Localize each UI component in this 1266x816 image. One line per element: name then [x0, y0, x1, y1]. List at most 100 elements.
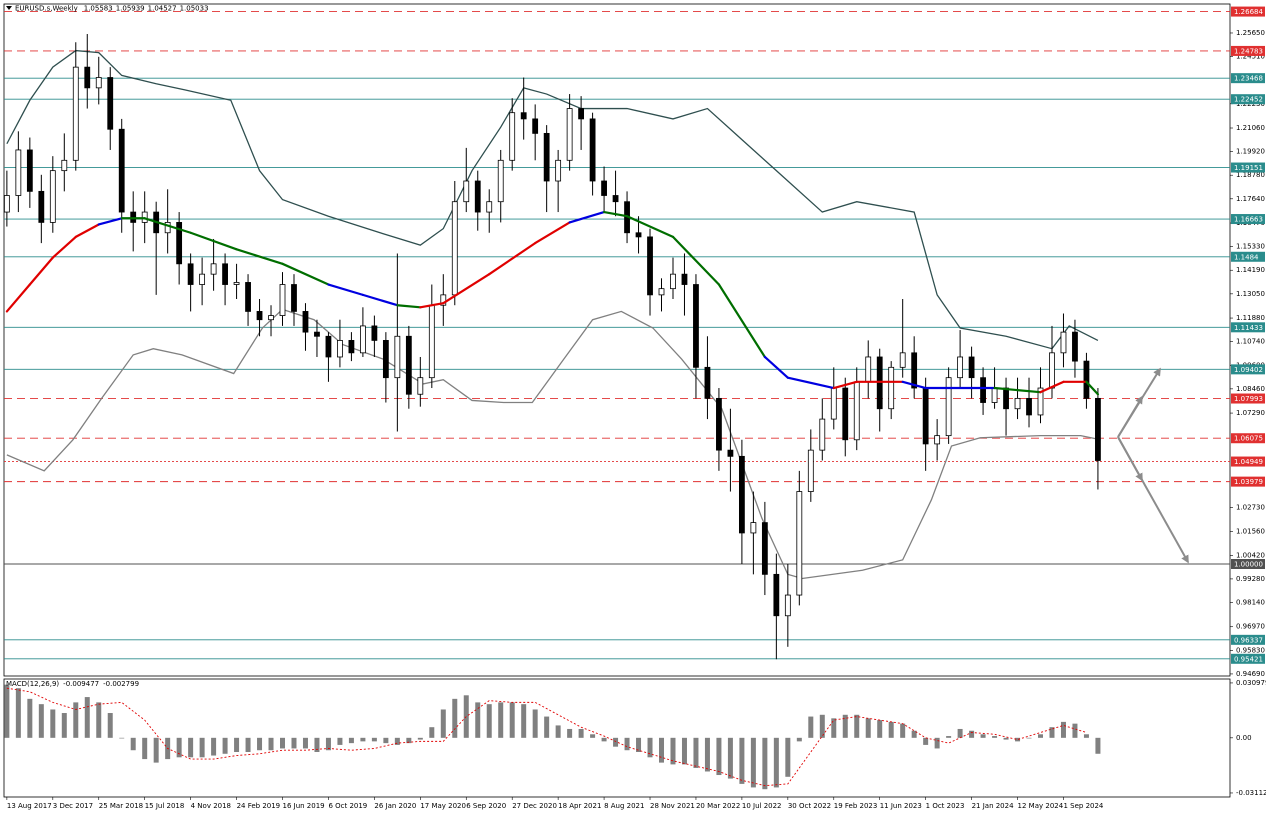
macd-bar: [578, 728, 584, 738]
y-tick-label: 1.10740: [1236, 338, 1265, 346]
y-tick-label: 1.25650: [1236, 29, 1265, 37]
macd-bar: [371, 737, 377, 742]
macd-bar: [567, 728, 573, 738]
macd-bar: [854, 714, 860, 738]
macd-bar: [739, 737, 745, 784]
price-panel: [3, 3, 1231, 677]
moving-average: [901, 380, 927, 390]
level-tag: [1231, 6, 1265, 17]
x-tick-label: 15 Jul 2018: [145, 802, 185, 810]
candle-body: [1003, 387, 1009, 410]
x-tick-label: 10 Jul 2022: [742, 802, 782, 810]
macd-bar: [406, 737, 412, 744]
macd-bar: [532, 709, 538, 738]
candle-body: [84, 66, 91, 89]
macd-bar: [1060, 721, 1066, 738]
candle-body: [291, 284, 297, 312]
macd-bar: [142, 737, 148, 760]
macd-bar: [946, 736, 952, 738]
candle-body: [302, 311, 309, 333]
candle-body: [578, 108, 585, 120]
candle-body: [670, 273, 676, 290]
candle-body: [761, 522, 768, 575]
macd-bar: [888, 721, 894, 738]
level-label: 1.03979: [1234, 478, 1263, 486]
moving-average: [1039, 380, 1065, 394]
chart-header: EURUSD.s,Weekly 1.05583 1.05939 1.04527 1.05…: [15, 5, 209, 13]
level-tag: [1231, 559, 1265, 569]
candle-body: [796, 491, 803, 596]
candle-body: [773, 573, 780, 617]
x-tick-label: 18 Apr 2021: [558, 802, 601, 810]
candle-body: [95, 77, 102, 89]
x-tick-label: 6 Oct 2019: [328, 802, 367, 810]
y-tick-label: 1.01560: [1236, 528, 1265, 536]
y-tick-label: 1.00420: [1236, 551, 1265, 559]
x-tick-label: 27 Dec 2020: [512, 802, 557, 810]
candle-body: [865, 356, 872, 383]
macd-bar: [509, 702, 515, 738]
moving-average: [568, 210, 606, 224]
macd-bar: [1026, 737, 1032, 739]
macd-bar: [222, 737, 228, 754]
macd-bar: [27, 698, 33, 738]
candle-body: [784, 594, 791, 617]
moving-average: [5, 283, 31, 313]
x-tick-label: 26 Jan 2020: [374, 802, 416, 810]
x-tick-label: 17 May 2020: [420, 802, 466, 810]
macd-bar: [624, 737, 630, 751]
candle-body: [566, 108, 573, 161]
x-tick-label: 20 Mar 2022: [696, 802, 740, 810]
y-tick-label: 1.11880: [1236, 314, 1265, 322]
macd-bar: [601, 737, 607, 742]
level-label: 0.95421: [1234, 655, 1263, 663]
candle-body: [107, 77, 114, 130]
candle-body: [474, 180, 481, 213]
macd-bar: [291, 737, 297, 749]
macd-bar: [911, 730, 917, 738]
macd-bar: [176, 737, 182, 758]
moving-average: [327, 283, 364, 296]
candle-body: [187, 263, 194, 285]
y-tick-label: 1.02730: [1236, 503, 1265, 511]
level-label: 1.26684: [1234, 8, 1263, 16]
level-tag: [1231, 364, 1265, 375]
macd-bar: [842, 714, 848, 738]
candle-body: [980, 377, 986, 403]
collapse-marker: [6, 6, 12, 10]
macd-bar: [452, 698, 458, 738]
candle-body: [463, 180, 470, 203]
level-label: 1.24783: [1234, 47, 1263, 55]
macd-bar: [1049, 727, 1055, 738]
macd-bar: [188, 737, 194, 758]
level-label: 1.11433: [1234, 324, 1263, 332]
y-tick-label: 1.17640: [1236, 195, 1265, 203]
x-tick-label: 16 Jun 2019: [283, 802, 325, 810]
candle-body: [911, 352, 918, 389]
macd-bar: [1015, 737, 1021, 742]
macd-bar: [4, 684, 10, 738]
level-label: 1.22452: [1234, 96, 1263, 104]
y-tick-label: 0.95830: [1236, 646, 1265, 654]
macd-bar: [647, 737, 653, 758]
moving-average: [419, 302, 445, 309]
candle-body: [1026, 397, 1032, 416]
y-tick-label: 1.07290: [1236, 409, 1265, 417]
candle-body: [210, 263, 217, 275]
macd-bar: [429, 727, 435, 738]
bollinger-band: [6, 308, 1101, 580]
macd-bar: [245, 737, 251, 752]
ohlc-low: 1.04527: [148, 5, 177, 13]
macd-header: MACD(12,26,9) -0.009477 -0.002799: [6, 680, 139, 688]
level-label: 1.19151: [1234, 164, 1263, 172]
macd-bar: [234, 737, 240, 752]
moving-average: [671, 235, 721, 286]
macd-bar: [1038, 734, 1044, 738]
candle-body: [176, 222, 183, 265]
moving-average: [396, 304, 422, 309]
candle-body: [635, 232, 642, 238]
candle-body: [693, 284, 699, 368]
macd-bar: [199, 737, 205, 758]
